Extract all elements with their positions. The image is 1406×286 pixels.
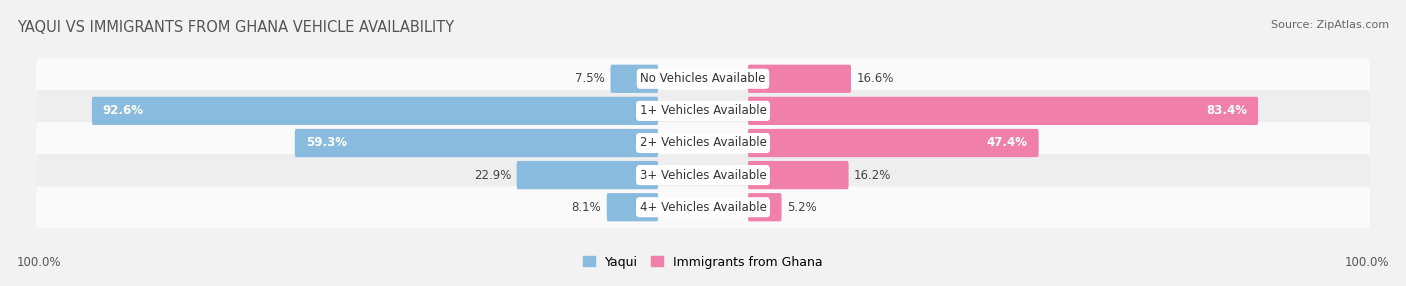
Text: 16.6%: 16.6% bbox=[856, 72, 894, 85]
FancyBboxPatch shape bbox=[295, 129, 658, 157]
FancyBboxPatch shape bbox=[748, 193, 782, 221]
Text: YAQUI VS IMMIGRANTS FROM GHANA VEHICLE AVAILABILITY: YAQUI VS IMMIGRANTS FROM GHANA VEHICLE A… bbox=[17, 20, 454, 35]
Text: 8.1%: 8.1% bbox=[571, 201, 602, 214]
Text: 4+ Vehicles Available: 4+ Vehicles Available bbox=[640, 201, 766, 214]
Text: 1+ Vehicles Available: 1+ Vehicles Available bbox=[640, 104, 766, 117]
FancyBboxPatch shape bbox=[516, 161, 658, 189]
Text: 2+ Vehicles Available: 2+ Vehicles Available bbox=[640, 136, 766, 150]
FancyBboxPatch shape bbox=[748, 65, 851, 93]
FancyBboxPatch shape bbox=[748, 161, 849, 189]
Text: 5.2%: 5.2% bbox=[787, 201, 817, 214]
Text: 83.4%: 83.4% bbox=[1206, 104, 1247, 117]
Text: 16.2%: 16.2% bbox=[853, 169, 891, 182]
Text: 100.0%: 100.0% bbox=[1344, 256, 1389, 269]
FancyBboxPatch shape bbox=[37, 186, 1369, 228]
Text: 47.4%: 47.4% bbox=[987, 136, 1028, 150]
FancyBboxPatch shape bbox=[37, 58, 1369, 100]
FancyBboxPatch shape bbox=[610, 65, 658, 93]
FancyBboxPatch shape bbox=[748, 97, 1258, 125]
FancyBboxPatch shape bbox=[607, 193, 658, 221]
FancyBboxPatch shape bbox=[37, 90, 1369, 132]
FancyBboxPatch shape bbox=[748, 129, 1039, 157]
Text: 92.6%: 92.6% bbox=[103, 104, 143, 117]
Legend: Yaqui, Immigrants from Ghana: Yaqui, Immigrants from Ghana bbox=[583, 255, 823, 269]
Text: Source: ZipAtlas.com: Source: ZipAtlas.com bbox=[1271, 20, 1389, 30]
FancyBboxPatch shape bbox=[37, 122, 1369, 164]
Text: No Vehicles Available: No Vehicles Available bbox=[640, 72, 766, 85]
FancyBboxPatch shape bbox=[91, 97, 658, 125]
Text: 22.9%: 22.9% bbox=[474, 169, 510, 182]
Text: 7.5%: 7.5% bbox=[575, 72, 605, 85]
Text: 59.3%: 59.3% bbox=[305, 136, 347, 150]
Text: 100.0%: 100.0% bbox=[17, 256, 62, 269]
FancyBboxPatch shape bbox=[37, 154, 1369, 196]
Text: 3+ Vehicles Available: 3+ Vehicles Available bbox=[640, 169, 766, 182]
